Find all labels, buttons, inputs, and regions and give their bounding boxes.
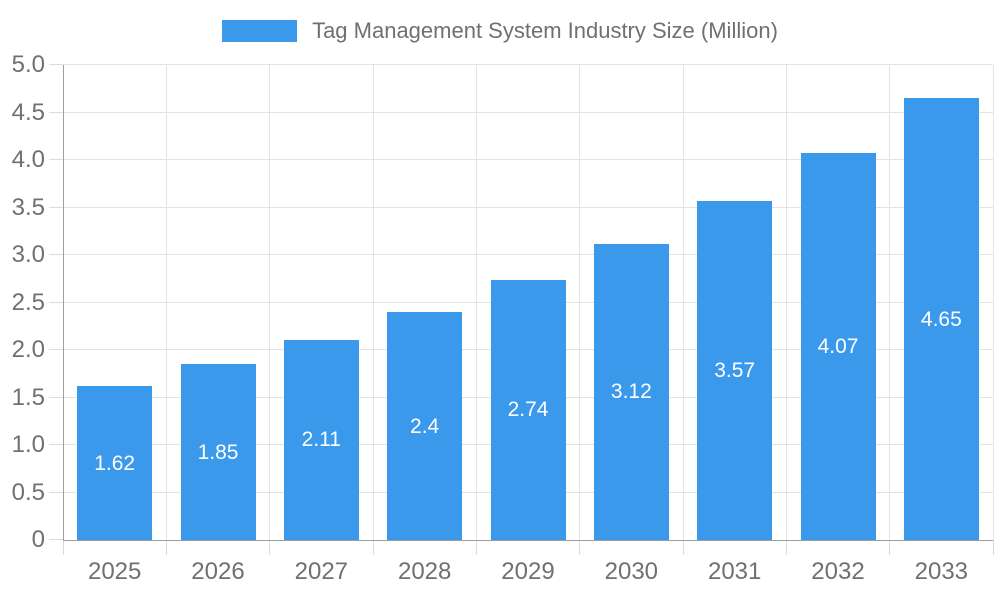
bar-2033[interactable]: 4.65 (903, 98, 979, 540)
plot-area: 0 0.5 1.0 1.5 2.0 2.5 3.0 3.5 4.0 4.5 5.0 1.62 1.85 2… (12, 53, 994, 585)
bar-value-label: 4.07 (817, 335, 859, 359)
y-axis-tick (49, 159, 63, 160)
y-axis-tick (49, 444, 63, 445)
bar-2032[interactable]: 4.07 (800, 153, 876, 540)
x-axis-tick (682, 540, 684, 555)
x-tick-label-2028: 2028 (397, 558, 452, 585)
x-axis-tick (165, 540, 167, 555)
y-tick-label: 2.5 (11, 288, 45, 316)
bar-2031[interactable]: 3.57 (697, 200, 773, 540)
gridline-horizontal (63, 206, 993, 208)
gridline-vertical (889, 65, 891, 540)
bar-2028[interactable]: 2.4 (387, 312, 463, 540)
y-tick-label: 3.5 (11, 193, 45, 221)
bar-value-label: 2.11 (301, 428, 341, 452)
x-axis-tick (992, 540, 994, 555)
chart-legend[interactable]: Tag Management System Industry Size (Mil… (0, 19, 1000, 43)
y-axis-line (63, 65, 64, 540)
y-tick-label: 4.0 (11, 146, 45, 173)
bar-2030[interactable]: 3.12 (593, 243, 669, 540)
y-tick-label: 3.0 (11, 241, 45, 268)
bar-value-label: 3.12 (610, 380, 652, 404)
y-axis-tick (49, 396, 63, 398)
x-tick-label-2031: 2031 (707, 558, 762, 585)
bar-value-label: 3.57 (714, 358, 756, 382)
y-tick-label: 1.0 (11, 431, 45, 458)
gridline-horizontal (63, 64, 993, 65)
gridline-vertical (579, 65, 581, 540)
bar-2027[interactable]: 2.11 (283, 339, 359, 540)
legend-swatch (222, 20, 298, 42)
x-tick-label-2026: 2026 (191, 558, 245, 585)
y-axis-tick (49, 491, 63, 493)
y-axis-tick (49, 64, 63, 65)
y-axis-tick (49, 349, 63, 350)
gridline-horizontal (63, 111, 993, 113)
y-tick-label: 4.5 (11, 98, 45, 126)
gridline-vertical (682, 65, 684, 540)
y-tick-label: 0.5 (11, 478, 45, 506)
x-axis-tick (475, 540, 477, 555)
bar-2025[interactable]: 1.62 (77, 386, 153, 540)
x-tick-label-2025: 2025 (87, 558, 142, 585)
gridline-vertical (992, 65, 994, 540)
x-tick-label-2027: 2027 (294, 558, 349, 585)
bar-value-label: 2.74 (507, 398, 549, 422)
y-axis-tick (49, 111, 63, 113)
bar-2026[interactable]: 1.85 (180, 364, 256, 540)
bar-value-label: 1.85 (197, 440, 239, 464)
bar-value-label: 4.65 (920, 307, 962, 331)
x-axis-tick (785, 540, 787, 555)
bar-value-label: 2.4 (410, 414, 440, 438)
y-axis-tick (49, 254, 63, 255)
x-axis-tick (269, 540, 271, 555)
gridline-vertical (372, 65, 374, 540)
y-tick-label: 0 (31, 526, 45, 553)
gridline-horizontal (63, 254, 993, 255)
y-axis-tick (49, 301, 63, 303)
y-tick-label: 2.0 (11, 336, 45, 363)
x-axis-tick (62, 540, 64, 555)
y-tick-label: 5.0 (11, 51, 45, 78)
gridline-vertical (165, 65, 167, 540)
x-axis-tick (889, 540, 891, 555)
x-tick-label-2030: 2030 (604, 558, 659, 585)
gridline-vertical (269, 65, 271, 540)
gridline-horizontal (63, 159, 993, 160)
bar-value-label: 1.62 (94, 451, 136, 475)
x-tick-label-2029: 2029 (501, 558, 555, 585)
x-axis-tick (579, 540, 581, 555)
x-tick-label-2032: 2032 (811, 558, 865, 585)
gridline-vertical (785, 65, 787, 540)
gridline-vertical (475, 65, 477, 540)
x-tick-label-2033: 2033 (914, 558, 969, 585)
y-axis-tick (49, 539, 63, 540)
x-axis-line (63, 540, 993, 541)
y-tick-label: 1.5 (11, 383, 45, 411)
y-axis-tick (49, 206, 63, 208)
x-axis-tick (372, 540, 374, 555)
bar-2029[interactable]: 2.74 (490, 279, 566, 540)
legend-label: Tag Management System Industry Size (Mil… (312, 18, 778, 43)
